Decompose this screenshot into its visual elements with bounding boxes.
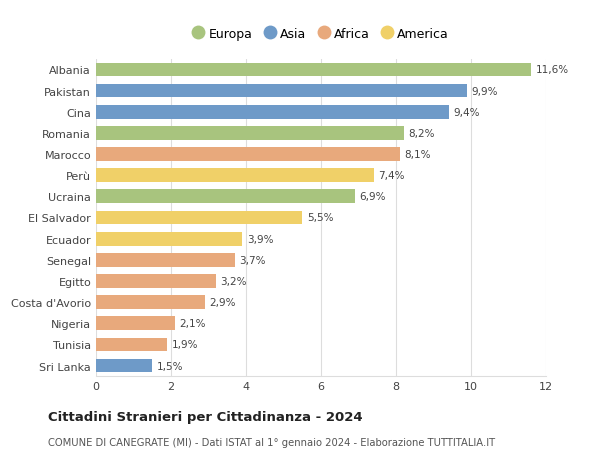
Text: 9,4%: 9,4%	[453, 107, 479, 118]
Bar	[96, 296, 205, 309]
Text: 9,9%: 9,9%	[472, 86, 498, 96]
Bar	[96, 338, 167, 352]
Text: 1,9%: 1,9%	[172, 340, 198, 350]
Bar	[96, 106, 449, 119]
Legend: Europa, Asia, Africa, America: Europa, Asia, Africa, America	[193, 28, 449, 41]
Text: 5,5%: 5,5%	[307, 213, 333, 223]
Text: 2,1%: 2,1%	[179, 319, 206, 329]
Text: 7,4%: 7,4%	[378, 171, 404, 181]
Text: 3,9%: 3,9%	[247, 234, 273, 244]
Bar	[96, 63, 531, 77]
Bar	[96, 127, 404, 140]
Bar	[96, 169, 373, 183]
Text: 3,2%: 3,2%	[221, 276, 247, 286]
Bar	[96, 317, 175, 330]
Bar	[96, 211, 302, 225]
Bar	[96, 232, 242, 246]
Text: 3,7%: 3,7%	[239, 255, 266, 265]
Bar	[96, 84, 467, 98]
Bar	[96, 148, 400, 162]
Text: 8,2%: 8,2%	[408, 129, 434, 139]
Bar	[96, 253, 235, 267]
Text: 1,5%: 1,5%	[157, 361, 183, 371]
Text: COMUNE DI CANEGRATE (MI) - Dati ISTAT al 1° gennaio 2024 - Elaborazione TUTTITAL: COMUNE DI CANEGRATE (MI) - Dati ISTAT al…	[48, 437, 495, 447]
Bar	[96, 190, 355, 204]
Text: 6,9%: 6,9%	[359, 192, 386, 202]
Text: Cittadini Stranieri per Cittadinanza - 2024: Cittadini Stranieri per Cittadinanza - 2…	[48, 410, 362, 423]
Bar	[96, 359, 152, 373]
Text: 2,9%: 2,9%	[209, 297, 236, 308]
Text: 8,1%: 8,1%	[404, 150, 431, 160]
Bar	[96, 274, 216, 288]
Text: 11,6%: 11,6%	[536, 65, 569, 75]
